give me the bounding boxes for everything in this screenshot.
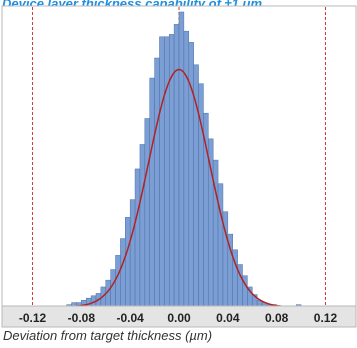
histogram-bar xyxy=(173,24,180,308)
histogram-bar xyxy=(115,255,121,308)
x-tick-label: -0.12 xyxy=(19,311,47,325)
histogram-bar xyxy=(110,269,116,308)
x-tick-label: 0.04 xyxy=(216,311,240,325)
x-tick-label: 0.08 xyxy=(265,311,289,325)
histogram-bar xyxy=(125,217,131,308)
x-tick-label: -0.04 xyxy=(116,311,144,325)
histogram-bar xyxy=(144,118,150,308)
histogram-bar xyxy=(120,238,126,308)
histogram-bar xyxy=(149,77,155,308)
x-tick-label: 0.12 xyxy=(314,311,338,325)
histogram-bar xyxy=(159,36,165,308)
histogram-bar xyxy=(154,57,160,308)
histogram-bar xyxy=(193,64,199,308)
histogram-bar xyxy=(139,144,146,308)
histogram-bar xyxy=(164,36,170,308)
x-axis-band xyxy=(1,305,357,328)
histogram-bar xyxy=(178,11,185,308)
x-tick-label: -0.08 xyxy=(68,311,96,325)
x-axis-ticks: -0.12 -0.08 -0.04 0.00 0.04 0.08 0.12 xyxy=(19,311,338,325)
histogram-bar xyxy=(134,168,141,308)
histogram-bar xyxy=(129,199,136,308)
x-axis-label: Deviation from target thickness (µm) xyxy=(3,328,213,343)
x-tick-label: 0.00 xyxy=(167,311,191,325)
